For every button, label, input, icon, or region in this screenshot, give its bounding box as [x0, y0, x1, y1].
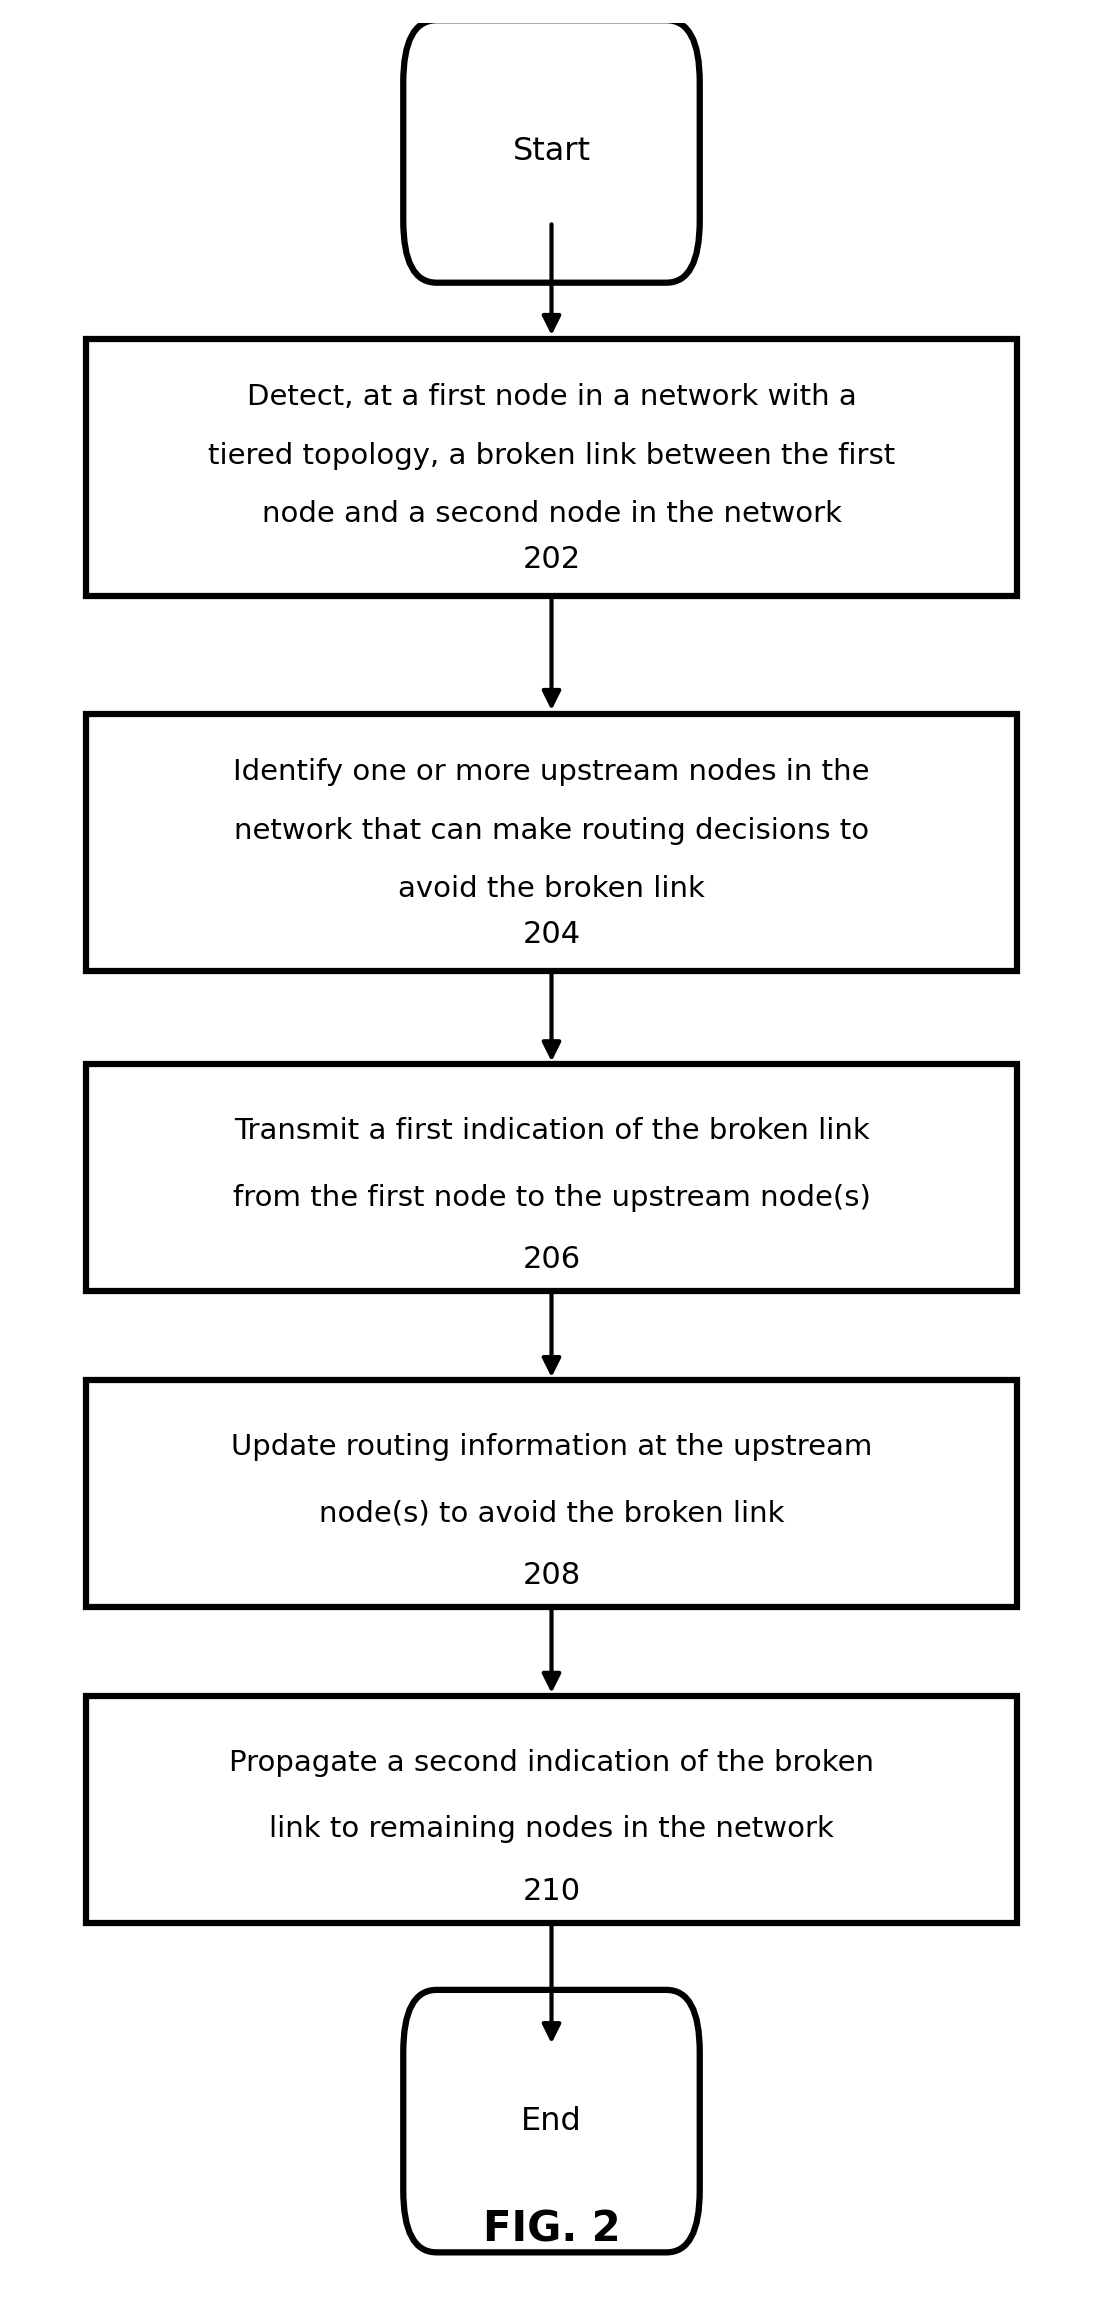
Text: 204: 204: [523, 919, 580, 950]
Text: Detect, at a first node in a network with a: Detect, at a first node in a network wit…: [247, 382, 856, 412]
Text: End: End: [521, 2105, 582, 2138]
Text: link to remaining nodes in the network: link to remaining nodes in the network: [269, 1816, 834, 1844]
FancyBboxPatch shape: [404, 21, 699, 283]
Text: Propagate a second indication of the broken: Propagate a second indication of the bro…: [229, 1749, 874, 1776]
Text: Identify one or more upstream nodes in the: Identify one or more upstream nodes in t…: [233, 757, 870, 785]
FancyBboxPatch shape: [404, 1989, 699, 2253]
Text: 210: 210: [523, 1876, 580, 1906]
Text: node(s) to avoid the broken link: node(s) to avoid the broken link: [319, 1498, 784, 1529]
Text: Transmit a first indication of the broken link: Transmit a first indication of the broke…: [234, 1116, 869, 1144]
Text: tiered topology, a broken link between the first: tiered topology, a broken link between t…: [207, 442, 896, 470]
Text: network that can make routing decisions to: network that can make routing decisions …: [234, 818, 869, 845]
Text: 206: 206: [523, 1246, 580, 1274]
Bar: [86, 713, 1017, 970]
Bar: [86, 1065, 1017, 1292]
Text: from the first node to the upstream node(s): from the first node to the upstream node…: [233, 1183, 870, 1211]
Bar: [86, 338, 1017, 595]
Text: FIG. 2: FIG. 2: [483, 2209, 620, 2251]
Bar: [86, 1695, 1017, 1922]
Text: Update routing information at the upstream: Update routing information at the upstre…: [231, 1434, 872, 1461]
Text: Start: Start: [513, 137, 590, 167]
Text: avoid the broken link: avoid the broken link: [398, 875, 705, 903]
Text: node and a second node in the network: node and a second node in the network: [261, 500, 842, 528]
Bar: [86, 1380, 1017, 1607]
Text: 208: 208: [523, 1561, 580, 1589]
Text: 202: 202: [523, 544, 580, 574]
